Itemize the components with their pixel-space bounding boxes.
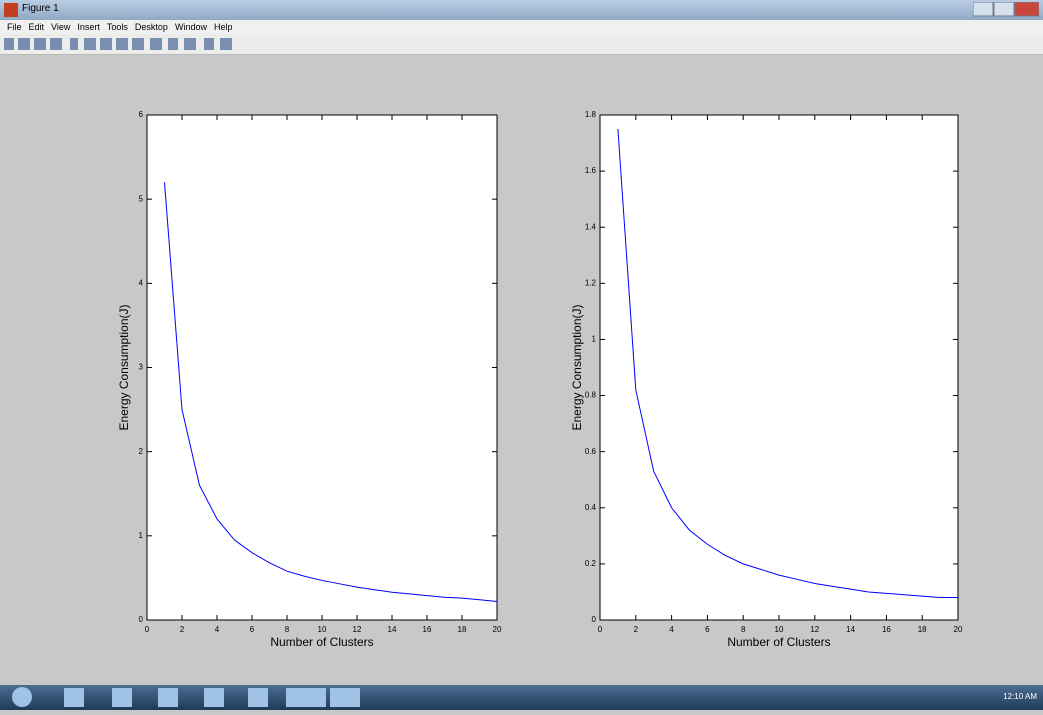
x-tick-label: 4: [215, 625, 220, 634]
x-tick-label: 4: [669, 625, 674, 634]
toolbar-icons[interactable]: [0, 34, 280, 54]
y-tick-label: 0: [139, 615, 144, 624]
x-tick-label: 2: [634, 625, 639, 634]
window-title: Figure 1: [22, 3, 59, 14]
y-tick-label: 0.2: [585, 559, 597, 568]
y-tick-label: 0: [592, 615, 597, 624]
y-tick-label: 3: [139, 363, 144, 372]
toolbar: [0, 34, 1043, 55]
x-tick-label: 14: [388, 625, 397, 634]
y-tick-label: 0.4: [585, 503, 597, 512]
x-tick-label: 20: [954, 625, 963, 634]
y-tick-label: 1: [592, 335, 597, 344]
menu-item[interactable]: Edit: [29, 20, 45, 34]
x-tick-label: 12: [810, 625, 819, 634]
menu-item[interactable]: File: [7, 20, 22, 34]
x-tick-label: 18: [918, 625, 927, 634]
y-tick-label: 1.8: [585, 110, 597, 119]
x-tick-label: 12: [353, 625, 362, 634]
x-axis-label: Number of Clusters: [270, 635, 373, 649]
y-tick-label: 4: [139, 278, 144, 287]
menu-item[interactable]: Insert: [77, 20, 100, 34]
x-tick-label: 2: [180, 625, 185, 634]
y-tick-label: 6: [139, 110, 144, 119]
taskbar-icons[interactable]: [0, 685, 380, 710]
y-tick-label: 2: [139, 447, 144, 456]
x-tick-label: 10: [318, 625, 327, 634]
menu-item[interactable]: Tools: [107, 20, 128, 34]
x-tick-label: 20: [493, 625, 502, 634]
menu-item[interactable]: Window: [175, 20, 207, 34]
window: Figure 1 File Edit View Insert Tools Desktop W…: [0, 0, 1043, 710]
y-tick-label: 1.4: [585, 222, 597, 231]
y-tick-label: 0.6: [585, 447, 597, 456]
plot-area: [147, 115, 497, 620]
taskbar: 12:10 AM: [0, 685, 1043, 710]
x-tick-label: 6: [250, 625, 255, 634]
x-tick-label: 16: [882, 625, 891, 634]
y-axis-label: Energy Consumption(J): [570, 304, 584, 430]
x-tick-label: 10: [775, 625, 784, 634]
x-tick-label: 6: [705, 625, 710, 634]
menu-bar: File Edit View Insert Tools Desktop Window Help: [0, 20, 1043, 34]
y-axis-label: Energy Consumption(J): [117, 304, 131, 430]
x-axis-label: Number of Clusters: [727, 635, 830, 649]
title-bar: Figure 1: [0, 0, 1043, 20]
app-icon: [4, 3, 18, 17]
window-controls[interactable]: [973, 2, 1039, 18]
y-tick-label: 1.6: [585, 166, 597, 175]
x-tick-label: 0: [145, 625, 150, 634]
x-tick-label: 18: [458, 625, 467, 634]
y-tick-label: 1.2: [585, 278, 597, 287]
x-tick-label: 14: [846, 625, 855, 634]
x-tick-label: 8: [741, 625, 746, 634]
x-tick-label: 0: [598, 625, 603, 634]
clock: 12:10 AM: [1003, 692, 1037, 701]
y-tick-label: 1: [139, 531, 144, 540]
y-tick-label: 0.8: [585, 391, 597, 400]
x-tick-label: 8: [285, 625, 290, 634]
menu-item[interactable]: Help: [214, 20, 233, 34]
x-tick-label: 16: [423, 625, 432, 634]
y-tick-label: 5: [139, 194, 144, 203]
menu-item[interactable]: View: [51, 20, 70, 34]
menu-item[interactable]: Desktop: [135, 20, 168, 34]
plot-area: [600, 115, 958, 620]
